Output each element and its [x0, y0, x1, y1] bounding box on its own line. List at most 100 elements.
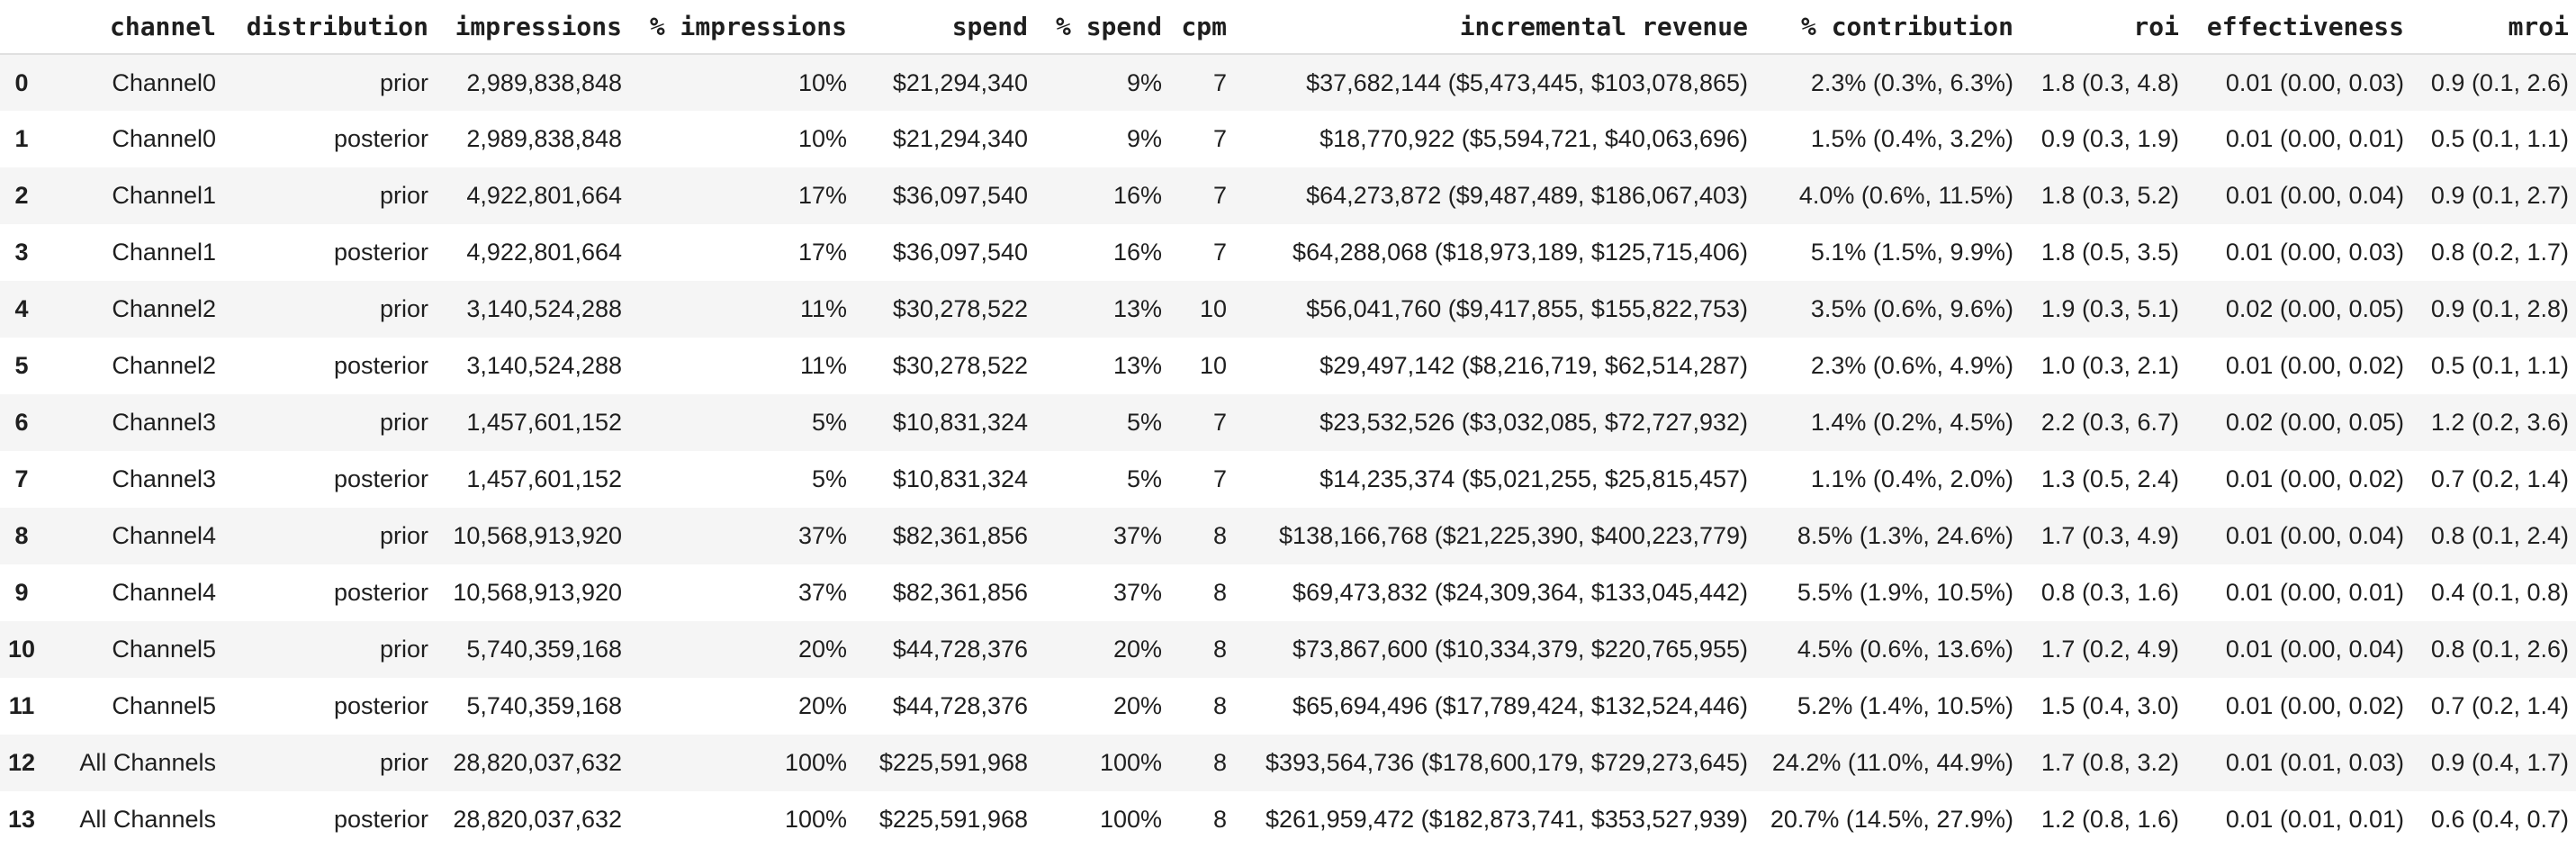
cell-mroi: 0.8 (0.1, 2.6)	[2430, 636, 2569, 663]
cell-channel: All Channels	[79, 749, 216, 776]
row-index: 10	[7, 636, 36, 663]
cell-pct-contribution: 8.5% (1.3%, 24.6%)	[1797, 522, 2013, 549]
column-header-spend: spend	[854, 0, 1035, 55]
table-row: 13 All Channels posterior 28,820,037,632 100…	[0, 791, 2576, 848]
cell-spend: $21,294,340	[892, 68, 1028, 96]
cell-incremental-revenue: $64,273,872 ($9,487,489, $186,067,403)	[1306, 182, 1748, 209]
cell-pct-spend: 13%	[1112, 352, 1162, 379]
cell-pct-impressions: 37%	[797, 522, 847, 549]
cell-pct-impressions: 17%	[797, 182, 847, 209]
cell-incremental-revenue: $64,288,068 ($18,973,189, $125,715,406)	[1293, 239, 1748, 266]
column-header-impressions: impressions	[436, 0, 629, 55]
cell-pct-contribution: 5.1% (1.5%, 9.9%)	[1810, 239, 2013, 266]
cell-impressions: 28,820,037,632	[453, 806, 622, 833]
cell-pct-spend: 37%	[1112, 579, 1162, 606]
cell-spend: $82,361,856	[892, 579, 1028, 606]
cell-effectiveness: 0.01 (0.00, 0.02)	[2225, 352, 2404, 379]
cell-distribution: prior	[379, 749, 428, 776]
cell-incremental-revenue: $393,564,736 ($178,600,179, $729,273,645…	[1265, 749, 1748, 776]
column-header-incremental-revenue: incremental revenue	[1234, 0, 1755, 55]
cell-distribution: prior	[379, 295, 428, 322]
cell-spend: $82,361,856	[892, 522, 1028, 549]
cell-pct-spend: 20%	[1112, 636, 1162, 663]
cell-mroi: 0.9 (0.1, 2.6)	[2430, 68, 2569, 96]
row-index: 13	[7, 806, 36, 833]
cell-pct-impressions: 5%	[811, 465, 847, 492]
cell-incremental-revenue: $56,041,760 ($9,417,855, $155,822,753)	[1306, 295, 1748, 322]
cell-roi: 1.5 (0.4, 3.0)	[2040, 692, 2179, 719]
cell-pct-spend: 100%	[1099, 806, 1162, 833]
cell-effectiveness: 0.02 (0.00, 0.05)	[2225, 409, 2404, 436]
cell-roi: 0.8 (0.3, 1.6)	[2040, 579, 2179, 606]
cell-cpm: 7	[1212, 239, 1227, 266]
cell-distribution: prior	[379, 409, 428, 436]
cell-channel: Channel2	[112, 295, 216, 322]
cell-impressions: 4,922,801,664	[466, 182, 622, 209]
cell-effectiveness: 0.02 (0.00, 0.05)	[2225, 295, 2404, 322]
cell-distribution: prior	[379, 68, 428, 96]
cell-channel: Channel1	[112, 239, 216, 266]
cell-pct-impressions: 11%	[799, 352, 847, 379]
cell-distribution: prior	[379, 522, 428, 549]
cell-cpm: 8	[1212, 522, 1227, 549]
cell-impressions: 1,457,601,152	[466, 465, 622, 492]
cell-effectiveness: 0.01 (0.01, 0.03)	[2225, 749, 2404, 776]
cell-mroi: 0.7 (0.2, 1.4)	[2430, 465, 2569, 492]
column-header-pct-spend: % spend	[1035, 0, 1169, 55]
cell-impressions: 5,740,359,168	[466, 636, 622, 663]
cell-impressions: 10,568,913,920	[453, 579, 622, 606]
column-header-distribution: distribution	[223, 0, 436, 55]
cell-cpm: 7	[1212, 182, 1227, 209]
cell-mroi: 0.5 (0.1, 1.1)	[2430, 352, 2569, 379]
column-header-index	[0, 0, 43, 55]
table-row: 8 Channel4 prior 10,568,913,920 37% $82,361,8…	[0, 508, 2576, 564]
cell-roi: 1.7 (0.2, 4.9)	[2040, 636, 2179, 663]
cell-distribution: prior	[379, 182, 428, 209]
cell-pct-spend: 9%	[1126, 125, 1162, 152]
row-index: 9	[14, 579, 29, 606]
cell-spend: $36,097,540	[892, 182, 1028, 209]
cell-pct-contribution: 1.5% (0.4%, 3.2%)	[1810, 125, 2013, 152]
cell-pct-impressions: 11%	[799, 295, 847, 322]
cell-mroi: 1.2 (0.2, 3.6)	[2430, 409, 2569, 436]
cell-cpm: 8	[1212, 579, 1227, 606]
cell-channel: Channel1	[112, 182, 216, 209]
column-header-pct-contribution: % contribution	[1755, 0, 2021, 55]
cell-effectiveness: 0.01 (0.00, 0.04)	[2225, 522, 2404, 549]
cell-channel: Channel4	[112, 522, 216, 549]
cell-pct-impressions: 20%	[797, 636, 847, 663]
cell-pct-contribution: 2.3% (0.3%, 6.3%)	[1810, 68, 2013, 96]
column-header-mroi: mroi	[2411, 0, 2576, 55]
cell-channel: Channel2	[112, 352, 216, 379]
cell-roi: 1.8 (0.5, 3.5)	[2040, 239, 2179, 266]
table-row: 1 Channel0 posterior 2,989,838,848 10% $21,29…	[0, 111, 2576, 167]
cell-impressions: 4,922,801,664	[466, 239, 622, 266]
cell-incremental-revenue: $73,867,600 ($10,334,379, $220,765,955)	[1293, 636, 1748, 663]
cell-spend: $10,831,324	[892, 409, 1028, 436]
cell-pct-spend: 13%	[1112, 295, 1162, 322]
cell-cpm: 8	[1212, 749, 1227, 776]
cell-distribution: posterior	[333, 806, 428, 833]
row-index: 4	[14, 295, 29, 322]
table-row: 3 Channel1 posterior 4,922,801,664 17% $36,09…	[0, 224, 2576, 281]
cell-mroi: 0.8 (0.2, 1.7)	[2430, 239, 2569, 266]
cell-roi: 1.2 (0.8, 1.6)	[2040, 806, 2179, 833]
cell-incremental-revenue: $138,166,768 ($21,225,390, $400,223,779)	[1279, 522, 1748, 549]
cell-pct-impressions: 5%	[811, 409, 847, 436]
row-index: 8	[14, 522, 29, 549]
cell-roi: 1.0 (0.3, 2.1)	[2040, 352, 2179, 379]
cell-channel: Channel0	[112, 125, 216, 152]
cell-distribution: posterior	[333, 352, 428, 379]
cell-pct-contribution: 1.4% (0.2%, 4.5%)	[1810, 409, 2013, 436]
cell-pct-contribution: 4.0% (0.6%, 11.5%)	[1798, 182, 2013, 209]
table-row: 5 Channel2 posterior 3,140,524,288 11% $30,27…	[0, 338, 2576, 394]
cell-cpm: 8	[1212, 636, 1227, 663]
table-row: 10 Channel5 prior 5,740,359,168 20% $44,728,3…	[0, 621, 2576, 678]
cell-effectiveness: 0.01 (0.00, 0.04)	[2225, 636, 2404, 663]
cell-incremental-revenue: $29,497,142 ($8,216,719, $62,514,287)	[1320, 352, 1748, 379]
cell-mroi: 0.9 (0.1, 2.8)	[2430, 295, 2569, 322]
cell-mroi: 0.8 (0.1, 2.4)	[2430, 522, 2569, 549]
table-row: 4 Channel2 prior 3,140,524,288 11% $30,278,52…	[0, 281, 2576, 338]
cell-cpm: 7	[1212, 68, 1227, 96]
